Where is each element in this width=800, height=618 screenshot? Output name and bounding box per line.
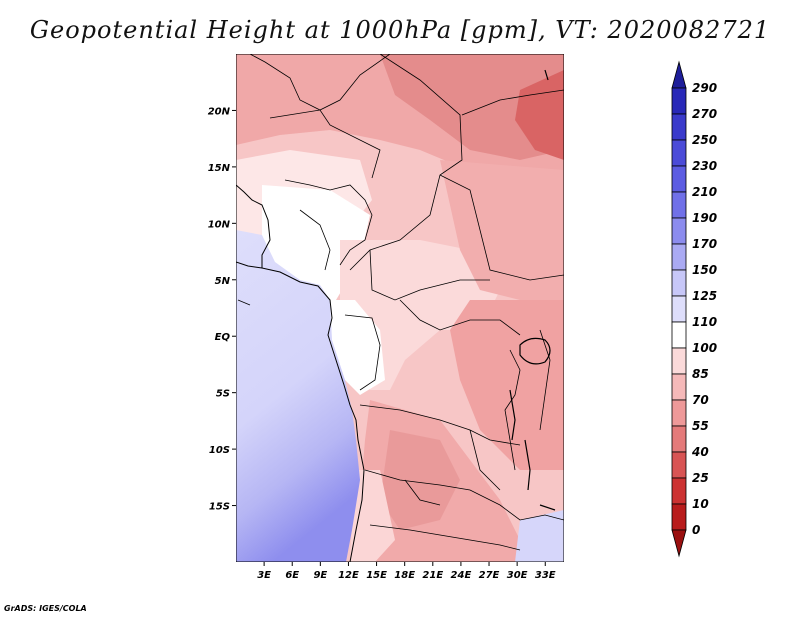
colorbar-swatch xyxy=(671,295,687,323)
colorbar-label: 250 xyxy=(692,133,717,147)
lon-tick-label: 30E xyxy=(507,570,528,581)
colorbar-swatch xyxy=(671,425,687,453)
map-panel xyxy=(236,54,564,562)
colorbar-label: 270 xyxy=(692,107,717,121)
lon-tick-label: 18E xyxy=(394,570,415,581)
ocean-field xyxy=(236,230,360,562)
colorbar-swatch xyxy=(671,139,687,167)
lon-tick-label: 15E xyxy=(366,570,387,581)
colorbar-label: 0 xyxy=(692,523,700,537)
lon-tick-label: 33E xyxy=(535,570,556,581)
lat-tick-label: 15S xyxy=(209,502,230,513)
field-east xyxy=(440,160,564,310)
field-northeast-max xyxy=(515,70,564,160)
colorbar-swatch xyxy=(671,60,687,89)
lat-tick-label: 10N xyxy=(208,219,231,230)
colorbar-label: 25 xyxy=(692,471,709,485)
colorbar-swatch xyxy=(671,373,687,401)
colorbar-label: 230 xyxy=(692,159,717,173)
colorbar-swatch xyxy=(671,113,687,141)
colorbar-label: 190 xyxy=(692,211,717,225)
colorbar-swatch xyxy=(671,529,687,558)
colorbar-swatch xyxy=(671,243,687,271)
colorbar-label: 125 xyxy=(692,289,717,303)
colorbar-label: 110 xyxy=(692,315,717,329)
colorbar-label: 100 xyxy=(692,341,717,355)
lat-tick-label: 5S xyxy=(216,389,230,400)
colorbar-label: 170 xyxy=(692,237,717,251)
field-east-lakes xyxy=(450,300,564,470)
lon-tick-label: 27E xyxy=(479,570,500,581)
colorbar-label: 40 xyxy=(691,445,709,459)
lat-tick-label: 5N xyxy=(215,276,231,287)
southeast-blue xyxy=(515,510,564,562)
colorbar-swatch xyxy=(671,399,687,427)
colorbar-label: 210 xyxy=(692,185,717,199)
lat-tick-label: EQ xyxy=(215,332,231,343)
field-south-light xyxy=(350,470,395,562)
field-congo-white xyxy=(330,300,385,395)
country-borders xyxy=(237,54,564,551)
grads-credit: GrADS: IGES/COLA xyxy=(4,604,87,613)
colorbar-swatch xyxy=(671,347,687,375)
lon-tick-label: 9E xyxy=(313,570,327,581)
lakes xyxy=(509,69,556,511)
colorbar-swatch xyxy=(671,217,687,245)
colorbar-swatch xyxy=(671,269,687,297)
latitude-axis: 20N 15N 10N 5N EQ 5S 10S 15S xyxy=(208,106,236,513)
coastlines xyxy=(236,184,365,562)
colorbar: 2902702502302101901701501251101008570554… xyxy=(671,60,717,558)
lat-tick-label: 10S xyxy=(209,445,230,456)
lon-tick-label: 12E xyxy=(338,570,359,581)
colorbar-swatch xyxy=(671,165,687,193)
lon-tick-label: 6E xyxy=(285,570,299,581)
field-north-core xyxy=(380,54,564,160)
colorbar-swatch xyxy=(671,87,687,115)
colorbar-label: 85 xyxy=(692,367,709,381)
longitude-axis: 3E 6E 9E 12E 15E 18E 21E 24E 27E 30E 33E xyxy=(257,562,556,581)
colorbar-swatch xyxy=(671,503,687,531)
lon-tick-label: 21E xyxy=(422,570,443,581)
chart-title: Geopotential Height at 1000hPa [gpm], VT… xyxy=(29,16,771,44)
colorbar-swatch xyxy=(671,321,687,349)
colorbar-swatch xyxy=(671,191,687,219)
lat-tick-label: 20N xyxy=(208,106,231,117)
colorbar-label: 290 xyxy=(692,81,717,95)
lon-tick-label: 24E xyxy=(451,570,472,581)
colorbar-label: 70 xyxy=(692,393,709,407)
colorbar-swatch xyxy=(671,451,687,479)
colorbar-label: 150 xyxy=(692,263,717,277)
lon-tick-label: 3E xyxy=(257,570,271,581)
colorbar-label: 55 xyxy=(692,419,709,433)
colorbar-swatch xyxy=(671,477,687,505)
lat-tick-label: 15N xyxy=(208,163,231,174)
colorbar-label: 10 xyxy=(692,497,709,511)
